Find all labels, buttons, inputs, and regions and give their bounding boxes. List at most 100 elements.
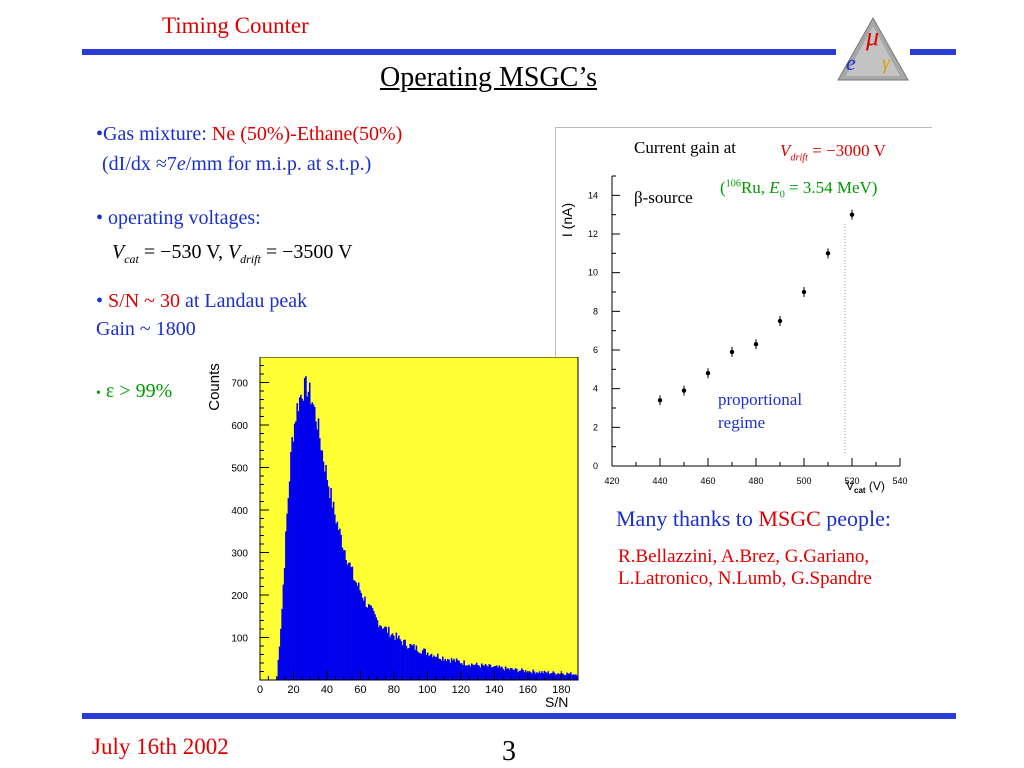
histogram-bin xyxy=(345,560,347,680)
y-tick-label: 300 xyxy=(231,549,248,560)
histogram-bin xyxy=(372,610,375,680)
histogram-bin xyxy=(542,673,544,680)
histogram-bin xyxy=(325,465,327,680)
histogram-bin xyxy=(502,668,504,680)
histogram-bin xyxy=(512,669,514,680)
histogram-bin xyxy=(425,654,428,680)
histogram-bin xyxy=(557,673,560,680)
histogram-bin xyxy=(357,582,360,680)
footer-date: July 16th 2002 xyxy=(92,734,229,759)
histogram-bin xyxy=(317,418,320,680)
histogram-bin xyxy=(282,584,285,680)
x-tick-label: 160 xyxy=(519,684,537,696)
histogram-bin xyxy=(533,671,536,680)
slide-title: Operating MSGC’s xyxy=(380,62,597,93)
histogram-bin xyxy=(301,398,303,680)
histogram-bin xyxy=(339,528,341,680)
x-axis-label: S/N xyxy=(545,694,568,710)
histogram-bin xyxy=(389,637,391,680)
data-point xyxy=(849,212,855,217)
histogram-bin xyxy=(302,400,305,680)
histogram-bin xyxy=(313,406,316,680)
x-tick-label: 40 xyxy=(321,684,333,696)
histogram-bin xyxy=(517,672,519,680)
histogram-bin xyxy=(406,648,409,680)
histogram-bin xyxy=(483,665,485,680)
histogram-bin xyxy=(507,668,509,680)
histogram-bin xyxy=(401,645,404,680)
histogram-bin xyxy=(287,497,290,680)
y-tick-label: 8 xyxy=(593,306,598,316)
histogram-bin xyxy=(469,666,472,680)
histogram-bin xyxy=(547,671,550,680)
histogram-bin xyxy=(424,648,426,680)
histogram-bin xyxy=(503,670,506,680)
histogram-bin xyxy=(316,429,319,680)
histogram-bin xyxy=(321,450,324,680)
histogram-bin xyxy=(315,421,317,680)
voltages-formula: Vcat = −530 V, Vdrift = −3500 V xyxy=(112,241,353,266)
data-point xyxy=(657,398,663,403)
x-tick-label: 100 xyxy=(418,684,436,696)
y-tick-label: 600 xyxy=(231,421,248,432)
current-gain-label: Current gain at xyxy=(634,138,736,157)
histogram-bin xyxy=(565,675,567,680)
histogram-bin xyxy=(290,451,292,680)
histogram-bin xyxy=(452,660,454,680)
histogram-bin xyxy=(416,651,419,680)
histogram-bin xyxy=(468,664,470,680)
ru-source-label: (106Ru, E0 = 3.54 MeV) xyxy=(720,178,878,201)
histogram-bin xyxy=(303,377,306,680)
histogram-bin xyxy=(494,665,497,680)
y-tick-label: 2 xyxy=(593,422,598,432)
x-tick-label: 80 xyxy=(388,684,400,696)
histogram-bin xyxy=(380,626,383,680)
histogram-bin xyxy=(286,513,288,680)
histogram-bin xyxy=(375,617,378,680)
histogram-bin xyxy=(504,666,507,680)
histogram-bin xyxy=(322,461,325,680)
histogram-bin xyxy=(498,665,501,680)
histogram-bin xyxy=(463,660,465,680)
histogram-bin xyxy=(360,592,362,680)
data-point xyxy=(729,349,735,355)
histogram-bin xyxy=(489,664,492,680)
y-tick-label: 14 xyxy=(588,190,598,200)
y-tick-label: 700 xyxy=(231,379,248,390)
y-tick-label: 500 xyxy=(231,464,248,475)
histogram-bin xyxy=(435,656,438,680)
histogram-bin xyxy=(438,658,440,680)
x-tick-label: 500 xyxy=(796,476,811,486)
histogram-bin xyxy=(492,667,494,680)
y-axis-label: I (nA) xyxy=(559,203,575,237)
histogram-bin xyxy=(521,668,523,680)
histogram-bin xyxy=(455,658,458,680)
histogram-bin xyxy=(396,638,399,680)
histogram-bin xyxy=(572,674,575,680)
histogram-bin xyxy=(558,674,561,680)
histogram-bin xyxy=(361,597,364,680)
thanks-names: R.Bellazzini, A.Brez, G.Gariano, L.Latro… xyxy=(618,546,872,589)
histogram-bin xyxy=(457,660,459,680)
histogram-bin xyxy=(464,665,467,680)
y-tick-label: 4 xyxy=(593,384,598,394)
histogram-bin xyxy=(414,649,416,680)
histogram-bin xyxy=(341,547,344,680)
histogram-bin xyxy=(420,653,423,680)
histogram-bin xyxy=(508,669,511,680)
histogram-bin xyxy=(487,666,489,680)
histogram-bin xyxy=(429,654,432,680)
histogram-bin xyxy=(295,421,297,680)
histogram-bin xyxy=(499,667,502,680)
histogram-bin xyxy=(575,674,577,680)
histogram-bin xyxy=(442,656,444,680)
histogram-bin xyxy=(524,670,527,680)
gain-axes: 420 440 460 480 500 520 540 0 2 4 6 8 10 12 14 I (nA) Vc… xyxy=(559,175,908,495)
histogram-bin xyxy=(305,376,307,680)
histogram-bin xyxy=(519,670,522,680)
histogram-bin xyxy=(327,486,330,680)
data-point xyxy=(777,318,783,324)
histogram-bin xyxy=(374,614,376,680)
histogram-bin xyxy=(541,671,543,680)
histogram-bin xyxy=(300,394,302,680)
